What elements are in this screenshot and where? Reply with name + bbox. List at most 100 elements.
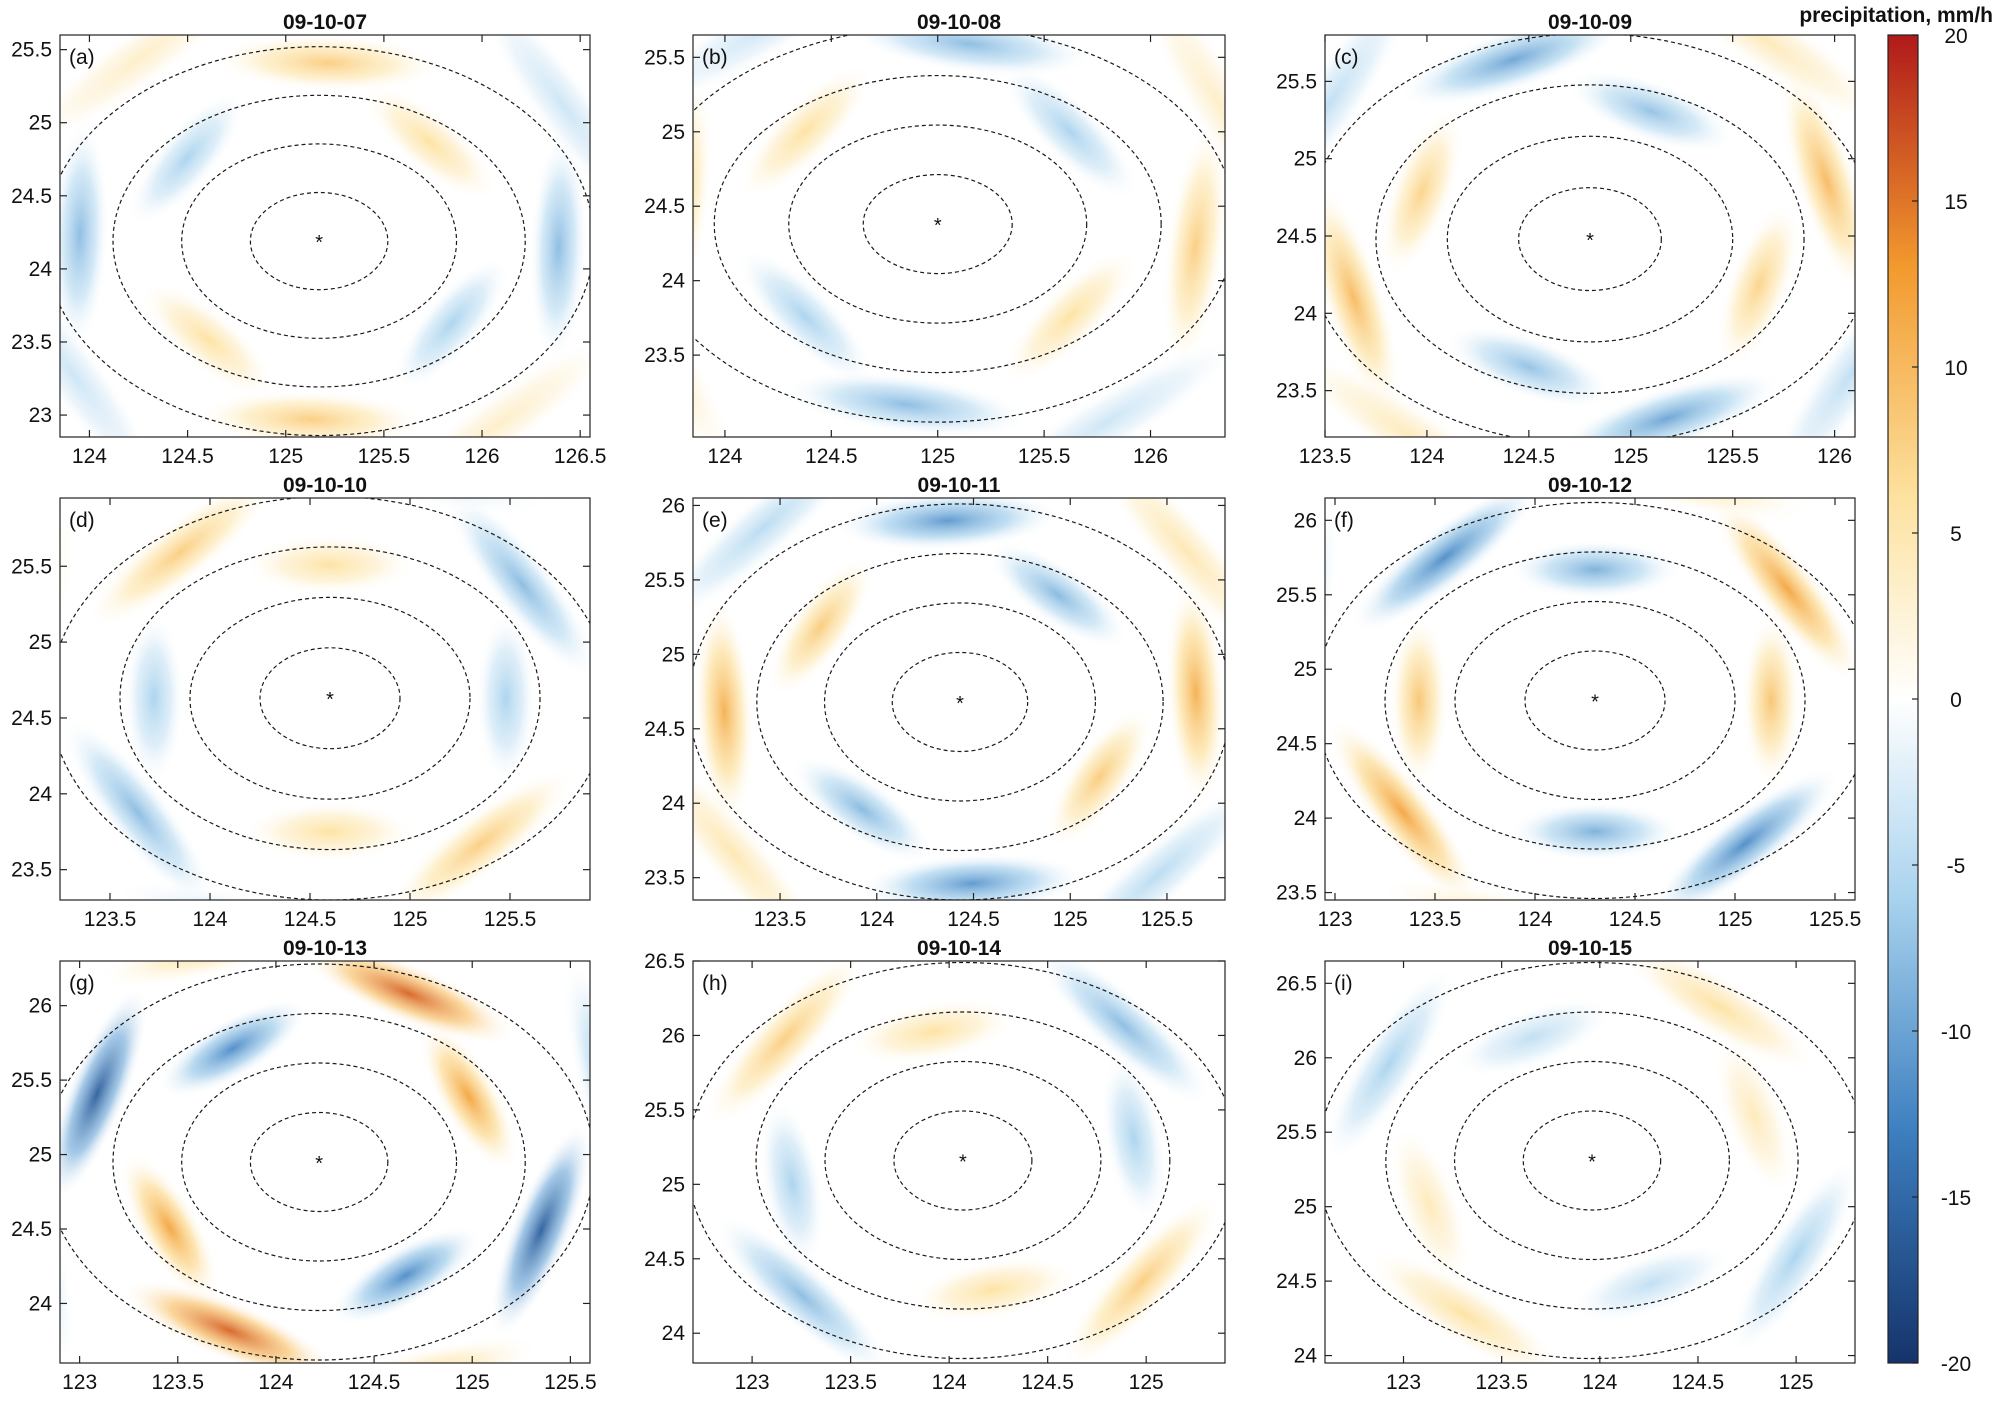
- precip-anomaly-blob: [766, 555, 875, 698]
- precip-anomaly-blob: [392, 255, 511, 392]
- precip-field: [1325, 961, 1855, 1363]
- panel-label: (g): [69, 972, 95, 995]
- x-tick-label: 125.5: [1141, 908, 1194, 931]
- x-tick-label: 124.5: [348, 1371, 401, 1394]
- precip-anomaly-blob: [243, 534, 417, 596]
- precip-anomaly-blob: [1035, 961, 1213, 1107]
- x-tick-label: 124: [1409, 445, 1444, 468]
- precip-anomaly-blob: [736, 248, 874, 386]
- y-tick-label: 24: [662, 270, 686, 293]
- precip-anomaly-blob: [693, 77, 714, 327]
- y-tick-label: 26: [29, 995, 52, 1018]
- x-tick-label: 124.5: [1609, 908, 1662, 931]
- panel-b: * 124 124.5 125 125.5 126 23.5 24 24.5 25 25.5 09-1…: [644, 11, 1226, 468]
- x-tick-label: 124.5: [1672, 1371, 1725, 1394]
- precip-anomaly-blob: [971, 336, 1225, 437]
- precip-anomaly-blob: [157, 998, 309, 1099]
- x-tick-label: 124: [932, 1371, 967, 1394]
- radius-ring: [259, 647, 401, 750]
- x-tick-label: 125.5: [544, 1371, 597, 1394]
- radius-ring: [713, 74, 1162, 374]
- precip-anomaly-blob: [1165, 578, 1225, 807]
- axes-frame: [1324, 497, 1856, 901]
- y-tick-label: 25.5: [11, 555, 52, 578]
- panel-title: 09-10-09: [1548, 11, 1632, 34]
- axes-frame: [1324, 960, 1856, 1364]
- y-tick-label: 25: [29, 631, 52, 654]
- y-tick-label: 25.5: [1276, 70, 1317, 93]
- y-tick-label: 23.5: [11, 331, 52, 354]
- y-tick-label: 25.5: [1276, 584, 1317, 607]
- x-tick-label: 124: [1517, 908, 1552, 931]
- precip-anomaly-blob: [781, 371, 1031, 437]
- precip-anomaly-blob: [1350, 498, 1540, 634]
- radius-ring: [181, 1062, 458, 1262]
- storm-center-marker: *: [934, 215, 942, 237]
- y-tick-label: 24: [29, 258, 53, 281]
- storm-center-marker: *: [315, 1153, 323, 1175]
- precip-field: [60, 35, 590, 437]
- x-tick-label: 123: [1317, 908, 1352, 931]
- storm-center-marker: *: [315, 232, 323, 254]
- y-tick-label: 23.5: [1276, 882, 1317, 905]
- precip-anomaly-blob: [1365, 1248, 1565, 1363]
- storm-center-marker: *: [1591, 691, 1599, 713]
- radius-ring: [60, 963, 590, 1361]
- axes-frame: [59, 497, 591, 901]
- panel-label: (c): [1334, 46, 1359, 69]
- panel-title: 09-10-08: [917, 11, 1001, 34]
- x-tick-label: 125: [268, 445, 303, 468]
- precip-anomaly-blob: [60, 254, 163, 437]
- panel-e: * 123.5 124 124.5 125 125.5 23.5 24 24.5 25 25.5 26…: [644, 474, 1226, 931]
- panel-label: (h): [702, 972, 728, 995]
- x-tick-label: 125: [920, 445, 955, 468]
- precip-anomaly-blob: [848, 998, 1018, 1065]
- x-tick-label: 125.5: [484, 908, 537, 931]
- y-tick-label: 24: [662, 792, 686, 815]
- panel-a: * 124 124.5 125 125.5 126 126.5 23 23.5 24 24.5 25 2…: [11, 11, 606, 468]
- x-tick-label: 124: [1582, 1371, 1617, 1394]
- precip-anomaly-blob: [1379, 108, 1464, 277]
- precip-anomaly-blob: [1716, 201, 1801, 370]
- axes-frame: [692, 960, 1226, 1364]
- precip-field: [693, 961, 1225, 1363]
- precip-anomaly-blob: [1389, 1124, 1471, 1286]
- precip-anomaly-blob: [1398, 35, 1628, 108]
- precip-anomaly-blob: [1134, 35, 1225, 242]
- x-tick-label: 124: [859, 908, 894, 931]
- precip-anomaly-blob: [1525, 498, 1815, 523]
- precip-anomaly-blob: [60, 35, 260, 147]
- x-tick-label: 125.5: [1018, 445, 1071, 468]
- panel-title: 09-10-11: [918, 474, 1001, 497]
- x-tick-label: 124.5: [1021, 1371, 1074, 1394]
- precip-anomaly-blob: [1001, 248, 1139, 386]
- radius-ring: [755, 1011, 1171, 1310]
- precip-anomaly-blob: [301, 961, 517, 1045]
- colorbar-tick-label: 15: [1944, 191, 1967, 214]
- x-tick-label: 123: [1386, 1371, 1421, 1394]
- storm-center-marker: *: [326, 689, 334, 711]
- precip-anomaly-blob: [908, 1256, 1078, 1323]
- colorbar-tick-label: -20: [1941, 1353, 1971, 1376]
- y-tick-label: 26: [662, 494, 685, 517]
- y-tick-label: 24: [29, 783, 53, 806]
- precip-anomaly-blob: [140, 280, 277, 399]
- y-tick-label: 24: [1294, 1345, 1318, 1368]
- x-tick-label: 123.5: [84, 908, 137, 931]
- panel-title: 09-10-15: [1548, 937, 1632, 960]
- precip-anomaly-blob: [60, 119, 110, 351]
- y-tick-label: 24.5: [1276, 1270, 1317, 1293]
- y-tick-label: 23: [29, 404, 52, 427]
- x-tick-label: 125.5: [358, 445, 411, 468]
- precip-anomaly-blob: [1100, 1053, 1167, 1223]
- panel-d: * 123.5 124 124.5 125 125.5 23.5 24 24.5 25 25.5 09…: [11, 474, 591, 931]
- precip-anomaly-blob: [528, 131, 588, 363]
- radius-ring: [891, 651, 1029, 753]
- precip-anomaly-blob: [1741, 613, 1801, 788]
- y-tick-label: 26: [1294, 509, 1317, 532]
- radius-ring: [1453, 1060, 1730, 1261]
- x-tick-label: 125: [1129, 1371, 1164, 1394]
- colorbar-tick-label: -15: [1941, 1187, 1971, 1210]
- precip-anomaly-blob: [195, 389, 427, 437]
- precip-anomaly-blob: [418, 1021, 519, 1172]
